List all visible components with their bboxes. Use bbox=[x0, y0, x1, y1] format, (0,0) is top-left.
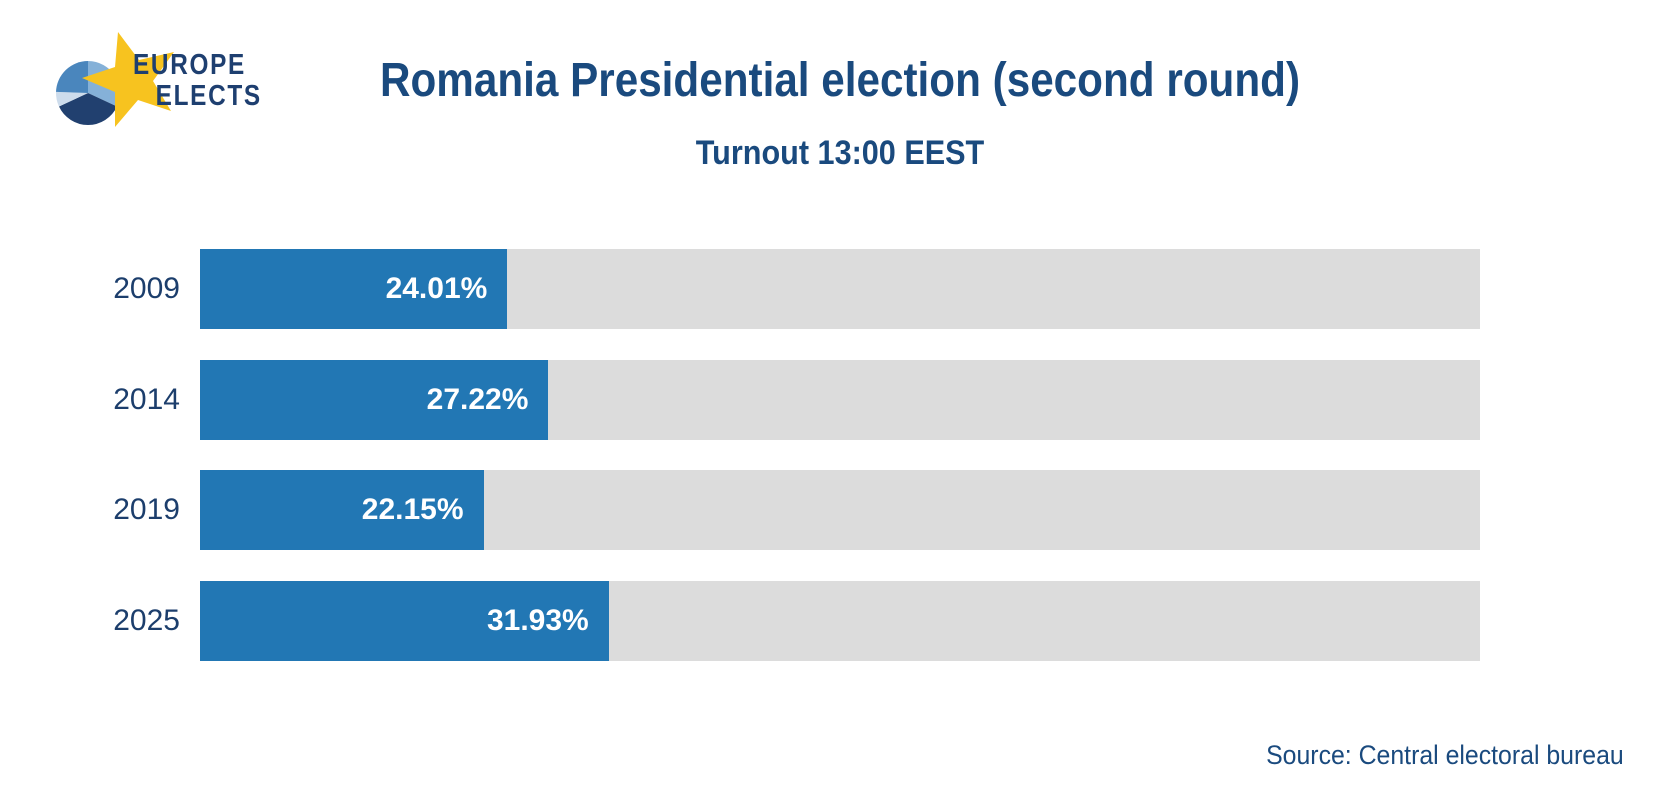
bar-track: 22.15% bbox=[200, 470, 1480, 550]
bar-track: 31.93% bbox=[200, 580, 1480, 661]
page-subtitle: Turnout 13:00 EEST bbox=[695, 134, 985, 172]
year-label: 2025 bbox=[113, 603, 180, 637]
bar-fill: 24.01% bbox=[200, 249, 508, 329]
turnout-bar-chart: 2009 24.01% 2014 27.22% 2019 22.15% 2025… bbox=[0, 249, 1480, 661]
star-icon bbox=[82, 32, 174, 127]
europe-elects-logo: EUROPE ELECTS bbox=[40, 25, 300, 140]
bar-track: 27.22% bbox=[200, 359, 1480, 440]
bar-fill: 27.22% bbox=[200, 359, 549, 440]
chart-row: 2025 31.93% bbox=[0, 580, 1480, 661]
pie-slice-dark-icon bbox=[59, 93, 117, 125]
pie-slice-pale-icon bbox=[55, 91, 88, 107]
logo-wordmark: EUROPE ELECTS bbox=[133, 50, 262, 112]
chart-row: 2014 27.22% bbox=[0, 359, 1480, 440]
logo-wordmark-line2: ELECTS bbox=[155, 80, 262, 112]
logo-wordmark-line1: EUROPE bbox=[133, 49, 246, 81]
bar-fill: 31.93% bbox=[200, 580, 609, 661]
bar-track: 24.01% bbox=[200, 249, 1480, 329]
value-label: 24.01% bbox=[385, 272, 488, 305]
chart-row: 2009 24.01% bbox=[0, 249, 1480, 329]
year-label: 2009 bbox=[113, 272, 180, 305]
year-label: 2019 bbox=[113, 493, 180, 526]
source-note: Source: Central electoral bureau bbox=[1266, 740, 1624, 770]
bar-fill: 22.15% bbox=[200, 470, 484, 550]
logo-pie-star-icon bbox=[55, 32, 174, 127]
pie-slice-medium-icon bbox=[56, 60, 88, 93]
chart-row: 2019 22.15% bbox=[0, 470, 1480, 550]
page-title: Romania Presidential election (second ro… bbox=[379, 54, 1301, 107]
value-label: 31.93% bbox=[486, 603, 589, 637]
value-label: 27.22% bbox=[426, 382, 529, 416]
year-label: 2014 bbox=[113, 382, 180, 416]
value-label: 22.15% bbox=[361, 493, 464, 526]
